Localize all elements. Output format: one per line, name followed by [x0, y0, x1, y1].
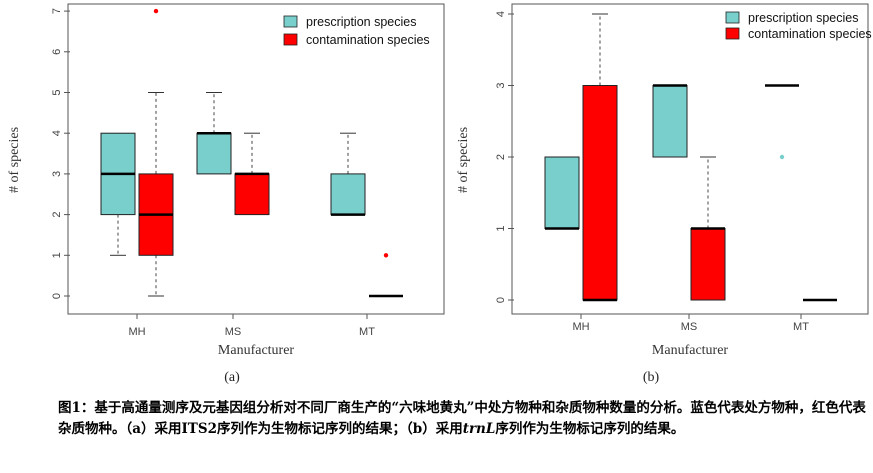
y-axis-title: # of species — [456, 127, 471, 193]
x-axis-title: Manufacturer — [218, 343, 295, 358]
y-tick-label: 0 — [51, 293, 63, 299]
plot-frame — [511, 3, 869, 315]
box — [544, 156, 580, 229]
box — [582, 85, 618, 301]
y-tick-label: 2 — [51, 212, 63, 218]
legend-swatch — [283, 15, 298, 28]
x-tick-label: MS — [681, 321, 698, 333]
legend-swatch — [283, 33, 298, 46]
legend-swatch — [725, 11, 740, 24]
legend-label: prescription species — [306, 15, 416, 29]
box — [196, 132, 232, 175]
y-tick-label: 4 — [51, 130, 63, 136]
x-axis-title: Manufacturer — [652, 343, 729, 358]
x-tick-label: MT — [793, 321, 809, 333]
panel-label: (a) — [224, 370, 240, 385]
figure: 0 1 2 3 4 5 6 7 MH MS MT Manufacturer # of species (a… — [7, 3, 872, 385]
x-tick-label: MT — [359, 326, 375, 338]
legend-swatch — [725, 27, 740, 40]
figure-caption: 图1：基于高通量测序及元基因组分析对不同厂商生产的“六味地黄丸”中处方物种和杂质… — [58, 398, 866, 440]
box — [234, 173, 270, 216]
box — [652, 85, 688, 158]
y-tick-label: 2 — [495, 154, 507, 160]
y-tick-label: 1 — [495, 225, 507, 231]
y-tick-label: 7 — [51, 8, 63, 14]
x-tick-label: MH — [128, 326, 145, 338]
caption-text-1: 图1：基于高通量测序及元基因组分析对不同厂商生产的“六味地黄丸”中处方物种和杂质… — [58, 400, 866, 437]
caption-italic-gene: trnL — [462, 421, 496, 437]
caption-text-2: 序列作为生物标记序列的结果。 — [495, 421, 685, 437]
chart-panel-a: 0 1 2 3 4 5 6 7 MH MS MT Manufacturer # of species (a… — [7, 3, 445, 385]
y-tick-label: 4 — [495, 11, 507, 17]
legend-label: prescription species — [748, 11, 858, 25]
y-tick-label: 5 — [51, 89, 63, 95]
y-tick-label: 3 — [495, 82, 507, 88]
x-tick-label: MS — [225, 326, 242, 338]
y-axis-title: # of species — [7, 127, 22, 193]
panel-label: (b) — [643, 370, 660, 385]
outlier-point — [153, 8, 159, 14]
outlier-point — [383, 253, 389, 258]
legend-label: contamination species — [306, 33, 430, 47]
y-tick-label: 6 — [51, 49, 63, 55]
y-tick-label: 1 — [51, 252, 63, 258]
plot-frame — [67, 3, 445, 315]
chart-panel-b: 0 1 2 3 4 MH MS MT Manufacturer # of species (b) pr… — [456, 3, 872, 385]
y-tick-label: 0 — [495, 297, 507, 303]
box — [330, 173, 366, 216]
box — [690, 228, 726, 301]
legend-label: contamination species — [748, 27, 872, 41]
outlier-point — [779, 154, 785, 160]
y-tick-label: 3 — [51, 171, 63, 177]
x-tick-label: MH — [572, 321, 589, 333]
